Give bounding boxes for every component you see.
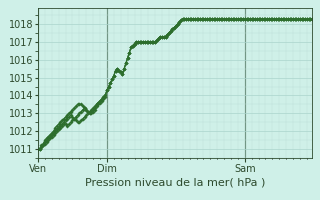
X-axis label: Pression niveau de la mer( hPa ): Pression niveau de la mer( hPa ) — [85, 178, 265, 188]
